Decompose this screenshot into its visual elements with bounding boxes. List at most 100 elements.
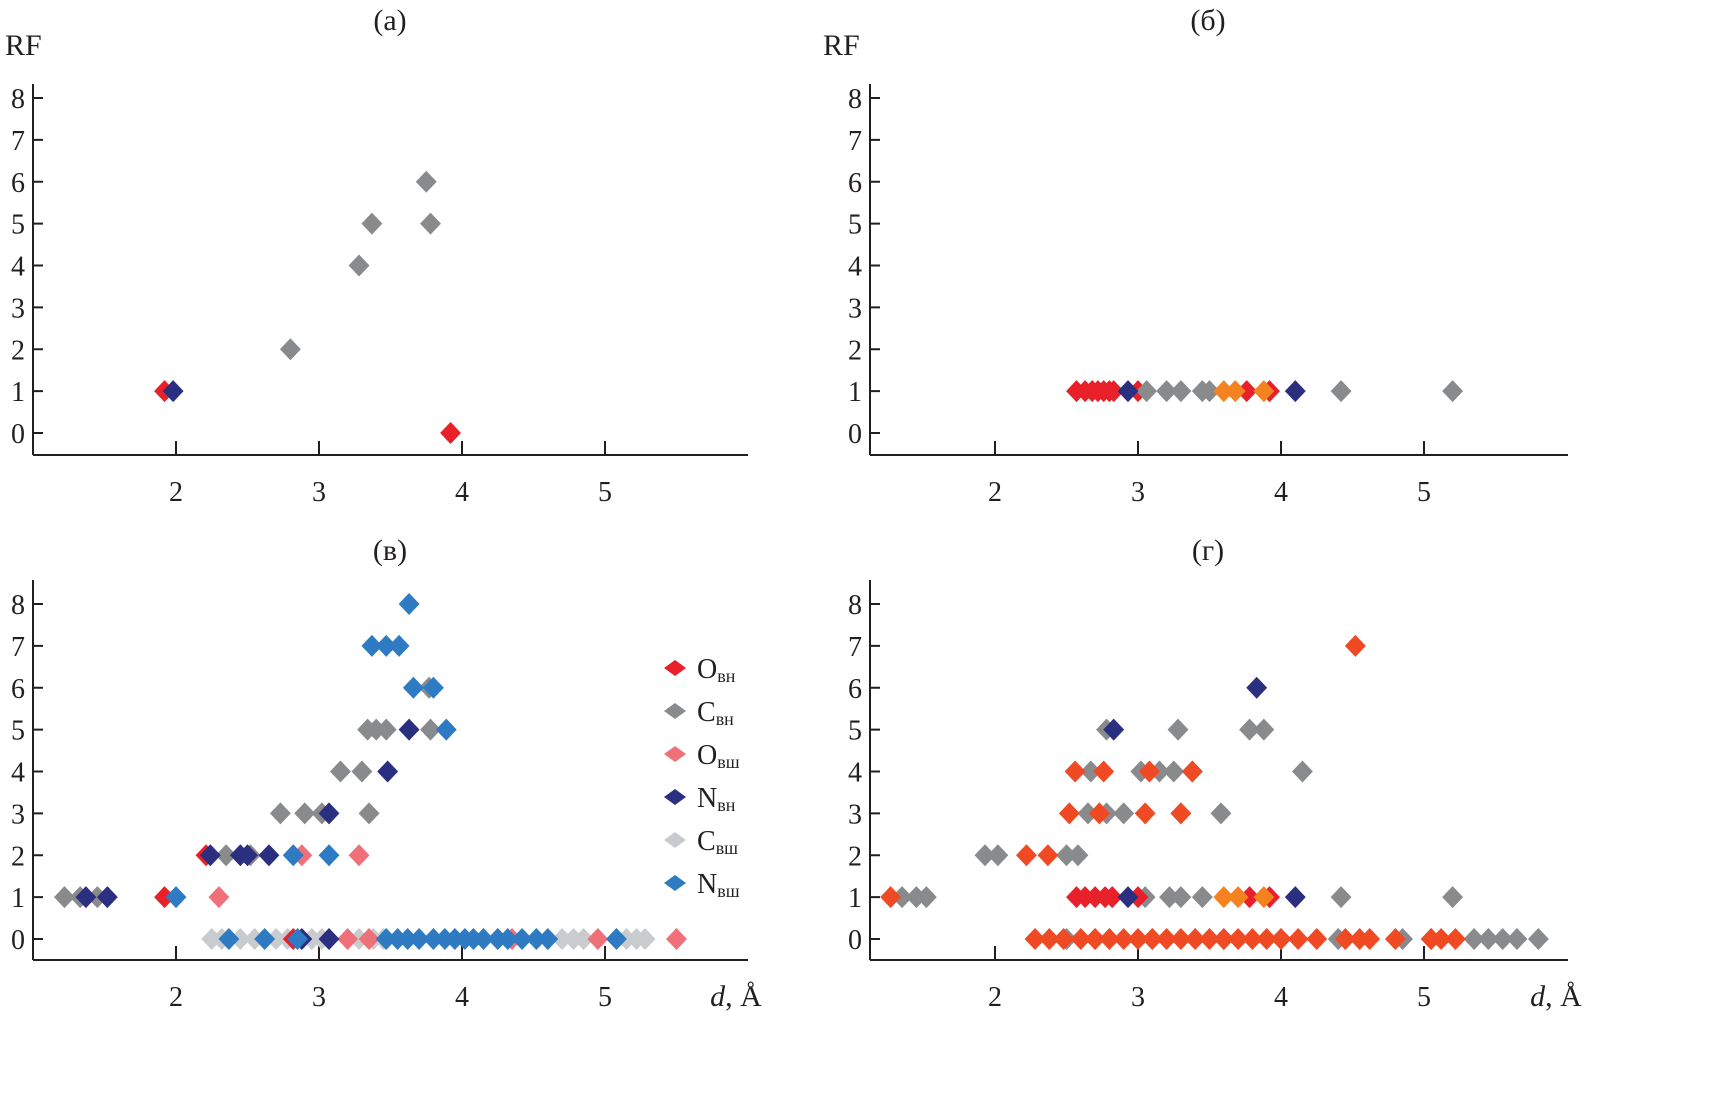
data-point <box>358 802 380 825</box>
y-tick-label: 1 <box>848 377 862 408</box>
x-tick-label: 5 <box>1417 477 1431 508</box>
data-point <box>54 886 75 909</box>
y-tick-label: 7 <box>848 632 862 663</box>
data-point <box>1306 928 1328 950</box>
data-point <box>1167 718 1189 741</box>
data-point <box>1284 380 1306 403</box>
data-point <box>1077 802 1099 825</box>
data-point <box>1134 802 1156 825</box>
data-point <box>1239 718 1260 741</box>
data-point <box>1236 380 1258 403</box>
data-point <box>165 886 187 909</box>
data-point <box>1103 380 1125 403</box>
data-point <box>1199 928 1220 950</box>
series-N_вн <box>75 718 420 950</box>
x-axis-title: d, Å <box>1530 980 1582 1013</box>
data-point <box>1136 380 1158 403</box>
data-point <box>605 928 627 950</box>
data-point <box>1256 928 1278 950</box>
data-point <box>415 170 437 193</box>
data-point <box>1084 928 1106 950</box>
panel-a: (а) RF 0 1 2 3 4 5 6 7 8 2 3 4 5 <box>5 4 748 508</box>
y-tick-label: 7 <box>11 632 25 663</box>
y-tick-label: 4 <box>848 252 862 283</box>
data-point <box>573 928 594 950</box>
data-point <box>1159 886 1180 909</box>
data-point <box>96 886 118 909</box>
x-tick-label: 2 <box>169 477 183 508</box>
data-point <box>1384 928 1406 950</box>
data-point <box>987 844 1009 867</box>
data-point <box>1199 380 1220 403</box>
data-point <box>1292 760 1313 783</box>
data-point <box>422 928 444 950</box>
y-tick-label: 2 <box>848 841 862 872</box>
data-point <box>218 928 240 950</box>
data-point <box>422 676 444 699</box>
data-point <box>1213 886 1235 909</box>
data-point <box>974 844 996 867</box>
legend-label: Cвш <box>697 826 738 858</box>
y-tick-label: 5 <box>848 716 862 747</box>
data-point <box>282 844 304 867</box>
y-tick-label: 7 <box>11 126 25 157</box>
data-point <box>154 886 176 909</box>
data-point <box>294 802 316 825</box>
data-point <box>1138 760 1160 783</box>
data-point <box>1287 928 1309 950</box>
data-point <box>337 928 359 950</box>
legend-label: Nвн <box>697 783 736 815</box>
data-point <box>318 928 340 950</box>
y-tick-label: 7 <box>848 126 862 157</box>
data-point <box>279 338 301 361</box>
data-point <box>1088 802 1110 825</box>
data-point <box>1080 760 1102 783</box>
data-point <box>269 802 291 825</box>
data-point <box>1127 928 1149 950</box>
y-tick-label: 5 <box>848 210 862 241</box>
data-point <box>891 886 913 909</box>
data-point <box>1056 844 1077 867</box>
data-point <box>1113 802 1135 825</box>
data-point <box>1098 928 1120 950</box>
data-point <box>402 676 424 699</box>
data-point <box>1527 928 1549 950</box>
series-C_вн <box>279 170 441 361</box>
y-tick-label: 3 <box>848 293 862 324</box>
data-point <box>1170 380 1192 403</box>
data-point <box>375 928 397 950</box>
data-point <box>258 844 280 867</box>
y-tick-label: 0 <box>848 925 862 956</box>
x-tick-label: 3 <box>1131 982 1145 1013</box>
data-point <box>473 928 494 950</box>
series-N_вш <box>165 593 627 950</box>
data-point <box>265 928 287 950</box>
data-point <box>1141 928 1163 950</box>
series-C_вн <box>891 718 1549 950</box>
data-point <box>1101 886 1123 909</box>
data-point <box>1344 634 1366 657</box>
data-point <box>1016 844 1037 867</box>
data-point <box>1053 928 1075 950</box>
data-point <box>1067 844 1089 867</box>
y-tick-label: 8 <box>11 84 25 115</box>
data-point <box>1359 928 1381 950</box>
y-tick-label: 6 <box>848 168 862 199</box>
data-point <box>1170 886 1192 909</box>
data-point <box>1442 886 1464 909</box>
data-point <box>318 802 340 825</box>
data-point <box>1184 928 1206 950</box>
data-point <box>1442 380 1464 403</box>
data-point <box>1170 802 1192 825</box>
data-point <box>199 844 221 867</box>
data-point <box>408 928 430 950</box>
data-point <box>1253 380 1275 403</box>
data-point <box>237 844 258 867</box>
data-point <box>1492 928 1514 950</box>
data-point <box>1213 928 1235 950</box>
data-point <box>1463 928 1485 950</box>
x-tick-label: 5 <box>1417 982 1431 1013</box>
data-point <box>1038 928 1060 950</box>
data-point <box>375 718 397 741</box>
y-tick-label: 1 <box>11 377 25 408</box>
